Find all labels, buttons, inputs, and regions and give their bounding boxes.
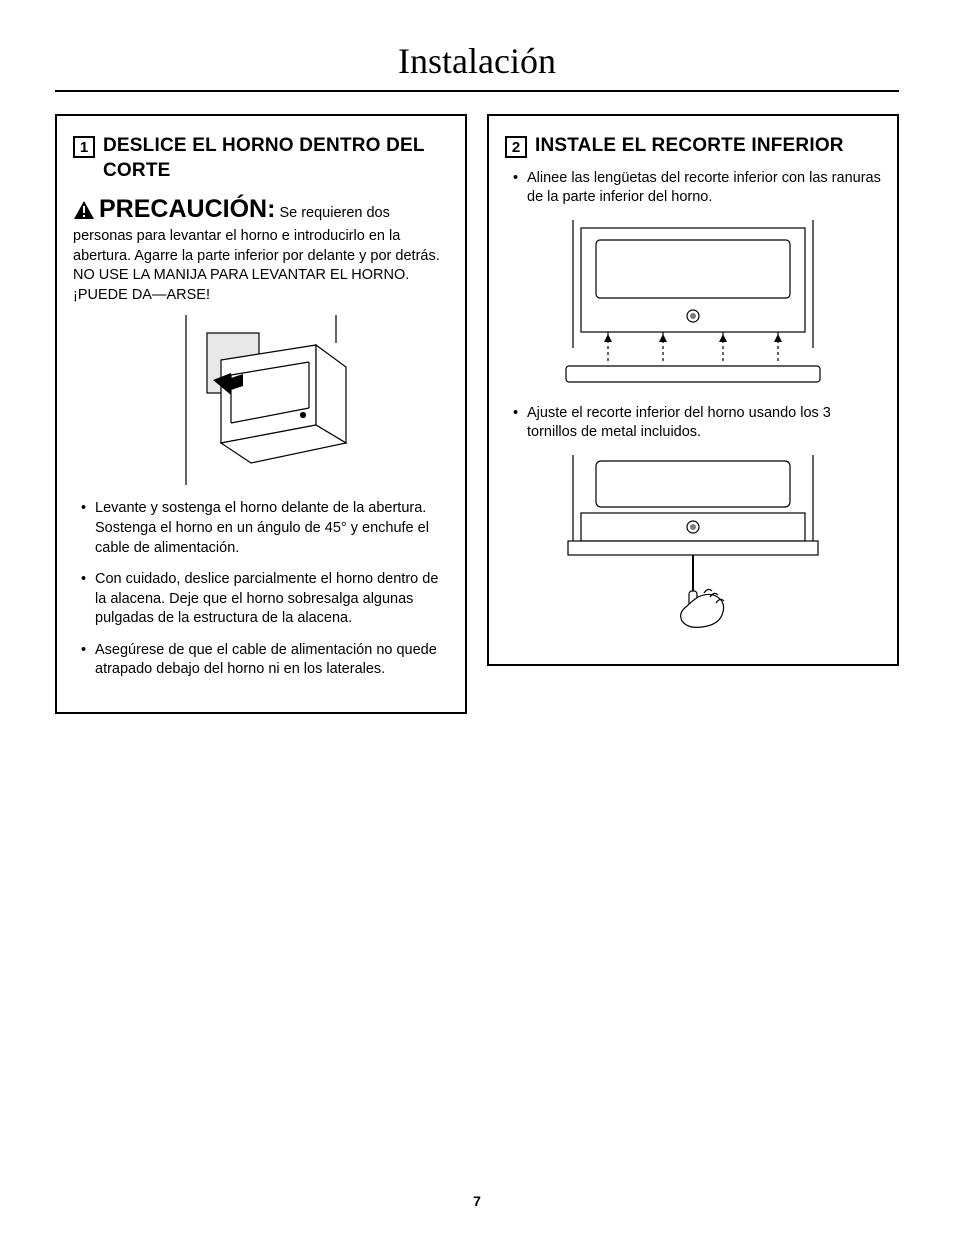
- step-1-bullet-3: Asegúrese de que el cable de alimentació…: [81, 641, 449, 680]
- caution-label: PRECAUCIÓN:: [99, 195, 275, 223]
- trim-align-diagram: [548, 220, 838, 390]
- step-2-header: 2 INSTALE EL RECORTE INFERIOR: [505, 134, 881, 159]
- step-1-bullet-2: Con cuidado, deslice parcialmente el hor…: [81, 570, 449, 629]
- oven-insert-diagram: [131, 315, 391, 485]
- step-2-title: INSTALE EL RECORTE INFERIOR: [535, 134, 844, 159]
- step-1-bullet-1: Levante y sostenga el horno delante de l…: [81, 499, 449, 558]
- step-2-bullet-2: Ajuste el recorte inferior del horno usa…: [513, 404, 881, 443]
- step-1-box: 1 DESLICE EL HORNO DENTRO DEL CORTE PREC…: [55, 114, 467, 714]
- step-2-box: 2 INSTALE EL RECORTE INFERIOR Alinee las…: [487, 114, 899, 666]
- step-2-bullet-1: Alinee las lengüetas del recorte inferio…: [513, 169, 881, 208]
- warning-triangle-icon: [73, 200, 95, 227]
- step-1-title: DESLICE EL HORNO DENTRO DEL CORTE: [103, 134, 449, 183]
- step-2-number: 2: [505, 136, 527, 158]
- step-1-header: 1 DESLICE EL HORNO DENTRO DEL CORTE: [73, 134, 449, 183]
- step-1-number: 1: [73, 136, 95, 158]
- step-2-bullets-2: Ajuste el recorte inferior del horno usa…: [505, 404, 881, 443]
- page-title: Instalación: [55, 40, 899, 92]
- left-column: 1 DESLICE EL HORNO DENTRO DEL CORTE PREC…: [55, 114, 467, 714]
- page-number: 7: [0, 1193, 954, 1209]
- right-column: 2 INSTALE EL RECORTE INFERIOR Alinee las…: [487, 114, 899, 714]
- content-columns: 1 DESLICE EL HORNO DENTRO DEL CORTE PREC…: [55, 114, 899, 714]
- step-2-bullets: Alinee las lengüetas del recorte inferio…: [505, 169, 881, 208]
- caution-paragraph: PRECAUCIÓN: Se requieren dos personas pa…: [73, 193, 449, 305]
- trim-screw-diagram: [548, 455, 838, 630]
- step-1-bullets: Levante y sostenga el horno delante de l…: [73, 499, 449, 680]
